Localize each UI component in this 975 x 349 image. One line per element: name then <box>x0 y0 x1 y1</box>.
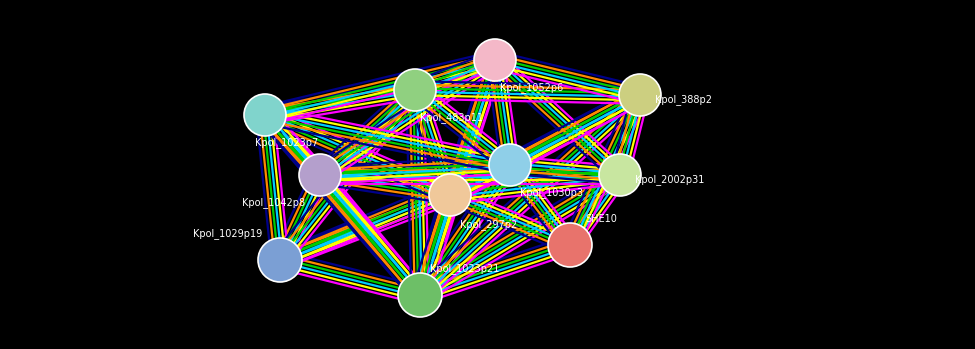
Text: Kpol_297p2: Kpol_297p2 <box>460 220 518 230</box>
Circle shape <box>398 273 442 317</box>
Text: Kpol_1052p6: Kpol_1052p6 <box>500 83 564 94</box>
Circle shape <box>244 94 286 136</box>
Circle shape <box>599 154 641 196</box>
Text: Kpol_1029p19: Kpol_1029p19 <box>193 229 262 239</box>
Circle shape <box>489 144 531 186</box>
Text: Kpol_1023p21: Kpol_1023p21 <box>430 263 499 274</box>
Text: Kpol_1023p7: Kpol_1023p7 <box>255 138 318 148</box>
Circle shape <box>258 238 302 282</box>
Circle shape <box>619 74 661 116</box>
Text: Kpol_483p11: Kpol_483p11 <box>420 112 483 124</box>
Circle shape <box>299 154 341 196</box>
Text: Kpol_1042p8: Kpol_1042p8 <box>242 198 305 208</box>
Circle shape <box>548 223 592 267</box>
Text: Kpol_2002p31: Kpol_2002p31 <box>635 174 704 185</box>
Text: Kpol_388p2: Kpol_388p2 <box>655 95 712 105</box>
Text: SHE10: SHE10 <box>585 214 617 224</box>
Circle shape <box>394 69 436 111</box>
Circle shape <box>474 39 516 81</box>
Text: Kpol_1030p3: Kpol_1030p3 <box>520 187 583 199</box>
Circle shape <box>429 174 471 216</box>
